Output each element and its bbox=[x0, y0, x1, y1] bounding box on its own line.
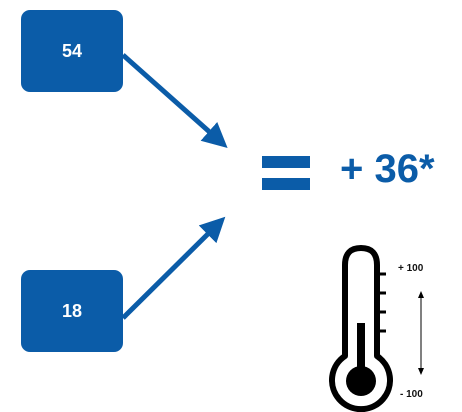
equals-bar-top bbox=[262, 156, 310, 168]
equals-icon bbox=[262, 156, 310, 192]
thermometer-mercury bbox=[357, 323, 365, 373]
range-arrow-head-down bbox=[418, 368, 424, 375]
value-box-54: 54 bbox=[21, 10, 123, 92]
value-box-18: 18 bbox=[21, 270, 123, 352]
scale-max-label: + 100 bbox=[398, 263, 424, 274]
arrow-bottom-to-equals bbox=[121, 216, 226, 320]
range-arrow-head-up bbox=[418, 291, 424, 298]
thermometer-bulb bbox=[346, 366, 376, 396]
equals-bar-bottom bbox=[262, 178, 310, 190]
result-value: + 36* bbox=[340, 147, 435, 191]
arrow-top-to-equals bbox=[121, 53, 228, 148]
value-box-54-label: 54 bbox=[61, 40, 83, 61]
scale-min-label: - 100 bbox=[400, 389, 423, 400]
value-box-18-label: 18 bbox=[61, 300, 83, 321]
